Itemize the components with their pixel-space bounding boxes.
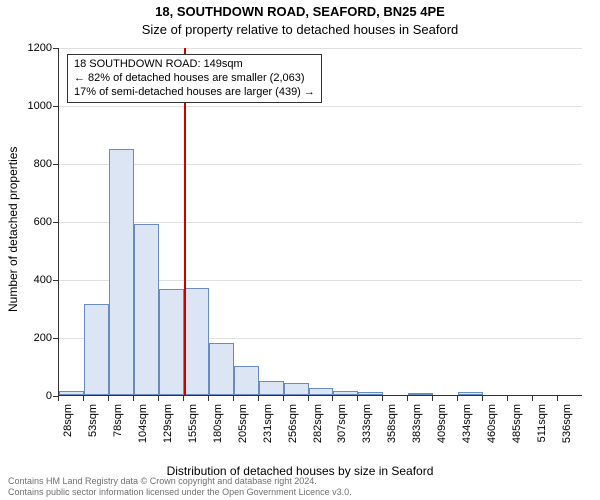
x-tick-label: 536sqm: [561, 404, 573, 448]
bar: [234, 366, 259, 395]
y-tick-label: 1200: [12, 42, 52, 54]
x-tick-mark: [58, 396, 59, 401]
x-tick-label: 231sqm: [262, 404, 274, 448]
x-tick-mark: [532, 396, 533, 401]
annotation-line: 17% of semi-detached houses are larger (…: [74, 86, 315, 100]
x-tick-mark: [233, 396, 234, 401]
gridline: [59, 48, 582, 49]
x-tick-mark: [557, 396, 558, 401]
x-tick-mark: [507, 396, 508, 401]
x-tick-mark: [332, 396, 333, 401]
y-tick-label: 400: [12, 274, 52, 286]
annotation-box: 18 SOUTHDOWN ROAD: 149sqm← 82% of detach…: [67, 54, 322, 103]
x-tick-mark: [83, 396, 84, 401]
bar: [458, 392, 483, 395]
x-tick-label: 256sqm: [287, 404, 299, 448]
bar: [259, 381, 284, 396]
y-tick-mark: [53, 338, 58, 339]
x-tick-mark: [158, 396, 159, 401]
x-tick-mark: [258, 396, 259, 401]
gridline: [59, 106, 582, 107]
bar: [284, 383, 309, 395]
x-tick-label: 333sqm: [361, 404, 373, 448]
x-tick-label: 358sqm: [386, 404, 398, 448]
y-tick-mark: [53, 280, 58, 281]
x-tick-label: 180sqm: [212, 404, 224, 448]
credit-text: Contains HM Land Registry data © Crown c…: [8, 476, 592, 498]
x-tick-label: 53sqm: [87, 404, 99, 448]
x-tick-label: 78sqm: [112, 404, 124, 448]
x-tick-label: 155sqm: [187, 404, 199, 448]
x-tick-mark: [283, 396, 284, 401]
y-tick-mark: [53, 164, 58, 165]
x-tick-mark: [482, 396, 483, 401]
bar: [59, 391, 84, 395]
x-tick-mark: [407, 396, 408, 401]
bar: [408, 393, 433, 395]
bar: [358, 392, 383, 395]
bar: [333, 391, 358, 395]
x-tick-label: 485sqm: [511, 404, 523, 448]
x-tick-mark: [133, 396, 134, 401]
y-tick-label: 200: [12, 332, 52, 344]
y-tick-label: 0: [12, 390, 52, 402]
bar: [159, 289, 184, 395]
x-tick-mark: [308, 396, 309, 401]
x-tick-mark: [357, 396, 358, 401]
x-tick-mark: [457, 396, 458, 401]
bar: [184, 288, 209, 395]
chart-title-line1: 18, SOUTHDOWN ROAD, SEAFORD, BN25 4PE: [0, 4, 600, 19]
y-tick-label: 600: [12, 216, 52, 228]
x-tick-label: 205sqm: [237, 404, 249, 448]
x-tick-label: 434sqm: [461, 404, 473, 448]
x-tick-label: 383sqm: [411, 404, 423, 448]
annotation-line: ← 82% of detached houses are smaller (2,…: [74, 72, 315, 86]
credit-line2: Contains public sector information licen…: [8, 487, 352, 497]
annotation-line: 18 SOUTHDOWN ROAD: 149sqm: [74, 58, 315, 72]
chart-title-line2: Size of property relative to detached ho…: [0, 22, 600, 37]
x-tick-label: 307sqm: [336, 404, 348, 448]
x-tick-label: 104sqm: [137, 404, 149, 448]
x-tick-label: 282sqm: [312, 404, 324, 448]
y-axis-label: Number of detached properties: [6, 147, 20, 312]
y-tick-mark: [53, 222, 58, 223]
x-tick-label: 409sqm: [436, 404, 448, 448]
y-tick-label: 800: [12, 158, 52, 170]
x-tick-mark: [108, 396, 109, 401]
gridline: [59, 164, 582, 165]
bar: [84, 304, 109, 395]
gridline: [59, 222, 582, 223]
bar: [209, 343, 234, 395]
chart-container: 18, SOUTHDOWN ROAD, SEAFORD, BN25 4PE Si…: [0, 0, 600, 500]
credit-line1: Contains HM Land Registry data © Crown c…: [8, 476, 317, 486]
y-tick-label: 1000: [12, 100, 52, 112]
x-tick-label: 460sqm: [486, 404, 498, 448]
x-tick-label: 28sqm: [62, 404, 74, 448]
bar: [109, 149, 134, 396]
bar: [134, 224, 159, 395]
y-tick-mark: [53, 106, 58, 107]
x-tick-mark: [183, 396, 184, 401]
y-tick-mark: [53, 48, 58, 49]
x-tick-mark: [208, 396, 209, 401]
bar: [309, 388, 334, 395]
x-tick-label: 129sqm: [162, 404, 174, 448]
x-tick-mark: [432, 396, 433, 401]
x-tick-mark: [382, 396, 383, 401]
x-tick-label: 511sqm: [536, 404, 548, 448]
plot-area: 18 SOUTHDOWN ROAD: 149sqm← 82% of detach…: [58, 48, 582, 396]
